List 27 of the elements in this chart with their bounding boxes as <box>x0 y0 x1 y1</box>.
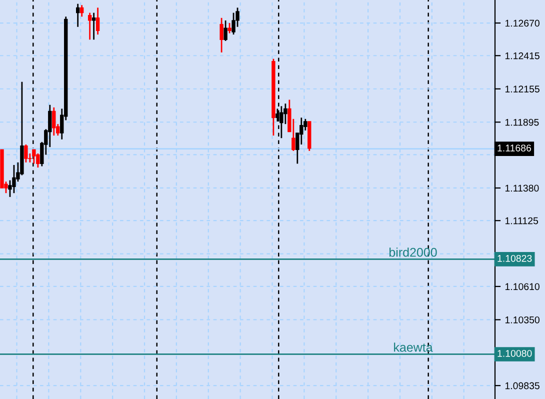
candlestick <box>52 106 56 136</box>
ref-line-label: kaewta <box>394 342 433 352</box>
y-tick-label: 1.12155 <box>505 86 540 92</box>
candlestick <box>24 144 28 164</box>
y-tick-label: 1.12670 <box>505 20 540 27</box>
ref-line-label: bird2000 <box>389 248 437 257</box>
candlestick <box>224 20 228 42</box>
candlestick <box>220 17 224 54</box>
y-tick-label: 1.11895 <box>505 118 539 126</box>
candlestick <box>88 12 92 40</box>
candlestick <box>80 4 84 18</box>
y-tick-label: 1.10350 <box>505 316 540 324</box>
candlestick <box>32 148 36 164</box>
annotation: 1.10080 <box>498 350 532 357</box>
candlestick <box>96 6 100 36</box>
candlestick <box>76 3 80 28</box>
y-tick-label: 1.12415 <box>505 52 540 60</box>
candlestick <box>12 164 16 194</box>
candlestick <box>228 22 232 34</box>
candlestick <box>92 12 96 40</box>
annotation: 1.11686 <box>498 144 531 152</box>
annotation: 1.10823 <box>498 254 532 262</box>
y-tick-label: 1.10610 <box>505 283 540 290</box>
y-tick-label: 1.11125 <box>505 217 538 224</box>
y-tick-label: 1.09835 <box>505 382 540 390</box>
candlestick <box>36 152 40 168</box>
y-tick-label: 1.11380 <box>505 184 539 192</box>
